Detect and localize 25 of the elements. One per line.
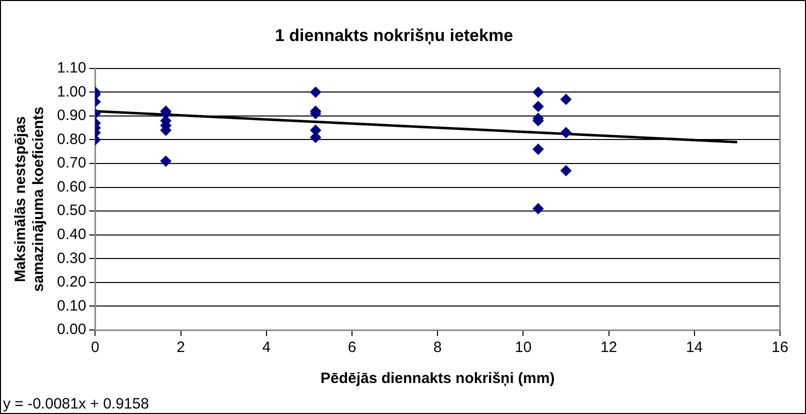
- x-tick-label: 8: [433, 339, 442, 356]
- y-axis-title: Maksimālās nestspējas samazinājuma koeficients: [12, 106, 48, 292]
- text: y = -0.0081x + 0.9158: [3, 396, 149, 413]
- x-tick-label: 12: [600, 339, 618, 356]
- y-tick-label: 0.40: [56, 226, 86, 244]
- y-tick-label: 1.10: [56, 60, 86, 77]
- y-tick-label: 0.90: [56, 107, 86, 124]
- x-tick-label: 2: [176, 339, 185, 356]
- y-tick-label: 0.60: [56, 178, 86, 196]
- y-tick-label: 0.10: [56, 297, 86, 314]
- x-tick-label: 4: [262, 339, 271, 356]
- y-tick-label: 0.50: [56, 202, 86, 220]
- x-tick-label: 14: [686, 339, 703, 356]
- x-tick-label: 0: [91, 339, 100, 356]
- y-tick-label: 0.20: [56, 274, 86, 291]
- x-tick-label: 16: [772, 339, 788, 356]
- chart-title: 1 diennakts nokrišņu ietekme: [274, 26, 514, 45]
- x-axis-title: Pēdējās diennakts nokrišņi (mm): [320, 370, 555, 388]
- y-tick-label: 0.30: [56, 250, 86, 267]
- x-tick-label: 10: [514, 339, 532, 356]
- x-tick-label: 6: [348, 339, 356, 356]
- y-tick-label: 0.80: [56, 130, 86, 148]
- y-tick-label: 1.00: [56, 83, 86, 100]
- y-tick-label: 0.70: [56, 154, 86, 172]
- y-tick-label: 0.00: [56, 321, 86, 338]
